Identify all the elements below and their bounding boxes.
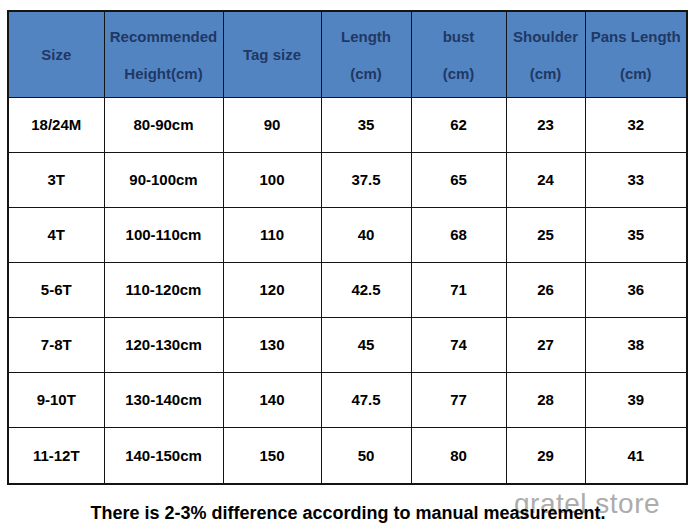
table-row: 11-12T 140-150cm 150 50 80 29 41 (8, 427, 687, 484)
table-cell: 7-8T (8, 317, 104, 372)
table-cell: 74 (411, 317, 506, 372)
column-header-recommended-height: Recommended Height(cm) (104, 11, 223, 98)
table-cell: 150 (223, 427, 321, 484)
table-cell: 50 (321, 427, 411, 484)
table-cell: 130 (223, 317, 321, 372)
table-cell: 38 (585, 317, 687, 372)
table-cell: 71 (411, 262, 506, 317)
table-cell: 25 (506, 207, 585, 262)
column-header-label: Shoulder (513, 29, 578, 44)
table-row: 4T 100-110cm 110 40 68 25 35 (8, 207, 687, 262)
table-cell: 110 (223, 207, 321, 262)
table-row: 18/24M 80-90cm 90 35 62 23 32 (8, 98, 687, 153)
table-cell: 39 (585, 372, 687, 427)
column-header-bust: bust (cm) (411, 11, 506, 98)
table-cell: 27 (506, 317, 585, 372)
table-cell: 32 (585, 98, 687, 153)
table-cell: 18/24M (8, 98, 104, 153)
table-cell: 120-130cm (104, 317, 223, 372)
column-header-sub: (cm) (530, 66, 562, 81)
column-header-length: Length (cm) (321, 11, 411, 98)
table-cell: 40 (321, 207, 411, 262)
table-cell: 41 (585, 427, 687, 484)
table-cell: 29 (506, 427, 585, 484)
table-cell: 100-110cm (104, 207, 223, 262)
table-cell: 35 (585, 207, 687, 262)
table-cell: 47.5 (321, 372, 411, 427)
header-row: Size Recommended Height(cm) Tag size Leng… (8, 11, 687, 98)
table-cell: 140-150cm (104, 427, 223, 484)
table-cell: 100 (223, 152, 321, 207)
table-cell: 3T (8, 152, 104, 207)
size-chart-page: Size Recommended Height(cm) Tag size Leng… (0, 0, 696, 532)
column-header-label: Length (341, 29, 391, 44)
column-header-sub: (cm) (443, 66, 475, 81)
table-cell: 37.5 (321, 152, 411, 207)
table-cell: 26 (506, 262, 585, 317)
column-header-size: Size (8, 11, 104, 98)
column-header-label: Tag size (243, 47, 301, 62)
table-cell: 130-140cm (104, 372, 223, 427)
measurement-note: There is 2-3% difference according to ma… (0, 503, 696, 524)
table-cell: 90 (223, 98, 321, 153)
table-row: 3T 90-100cm 100 37.5 65 24 33 (8, 152, 687, 207)
table-cell: 36 (585, 262, 687, 317)
table-cell: 9-10T (8, 372, 104, 427)
table-cell: 42.5 (321, 262, 411, 317)
table-cell: 28 (506, 372, 585, 427)
column-header-pans-length: Pans Length (cm) (585, 11, 687, 98)
table-cell: 45 (321, 317, 411, 372)
table-row: 9-10T 130-140cm 140 47.5 77 28 39 (8, 372, 687, 427)
column-header-sub: (cm) (350, 66, 382, 81)
table-row: 7-8T 120-130cm 130 45 74 27 38 (8, 317, 687, 372)
table-row: 5-6T 110-120cm 120 42.5 71 26 36 (8, 262, 687, 317)
table-cell: 80 (411, 427, 506, 484)
table-cell: 35 (321, 98, 411, 153)
table-cell: 77 (411, 372, 506, 427)
column-header-tag-size: Tag size (223, 11, 321, 98)
table-cell: 4T (8, 207, 104, 262)
table-cell: 65 (411, 152, 506, 207)
size-chart-table: Size Recommended Height(cm) Tag size Leng… (7, 10, 688, 485)
table-cell: 62 (411, 98, 506, 153)
table-cell: 110-120cm (104, 262, 223, 317)
table-cell: 140 (223, 372, 321, 427)
column-header-sub: (cm) (620, 66, 652, 81)
table-cell: 120 (223, 262, 321, 317)
table-cell: 24 (506, 152, 585, 207)
table-cell: 90-100cm (104, 152, 223, 207)
column-header-label: Size (41, 47, 71, 62)
column-header-sub: Height(cm) (124, 66, 202, 81)
table-cell: 68 (411, 207, 506, 262)
table-cell: 33 (585, 152, 687, 207)
column-header-shoulder: Shoulder (cm) (506, 11, 585, 98)
table-cell: 80-90cm (104, 98, 223, 153)
table-cell: 11-12T (8, 427, 104, 484)
table-cell: 23 (506, 98, 585, 153)
column-header-label: Recommended (110, 29, 218, 44)
column-header-label: Pans Length (591, 29, 681, 44)
column-header-label: bust (443, 29, 475, 44)
table-cell: 5-6T (8, 262, 104, 317)
